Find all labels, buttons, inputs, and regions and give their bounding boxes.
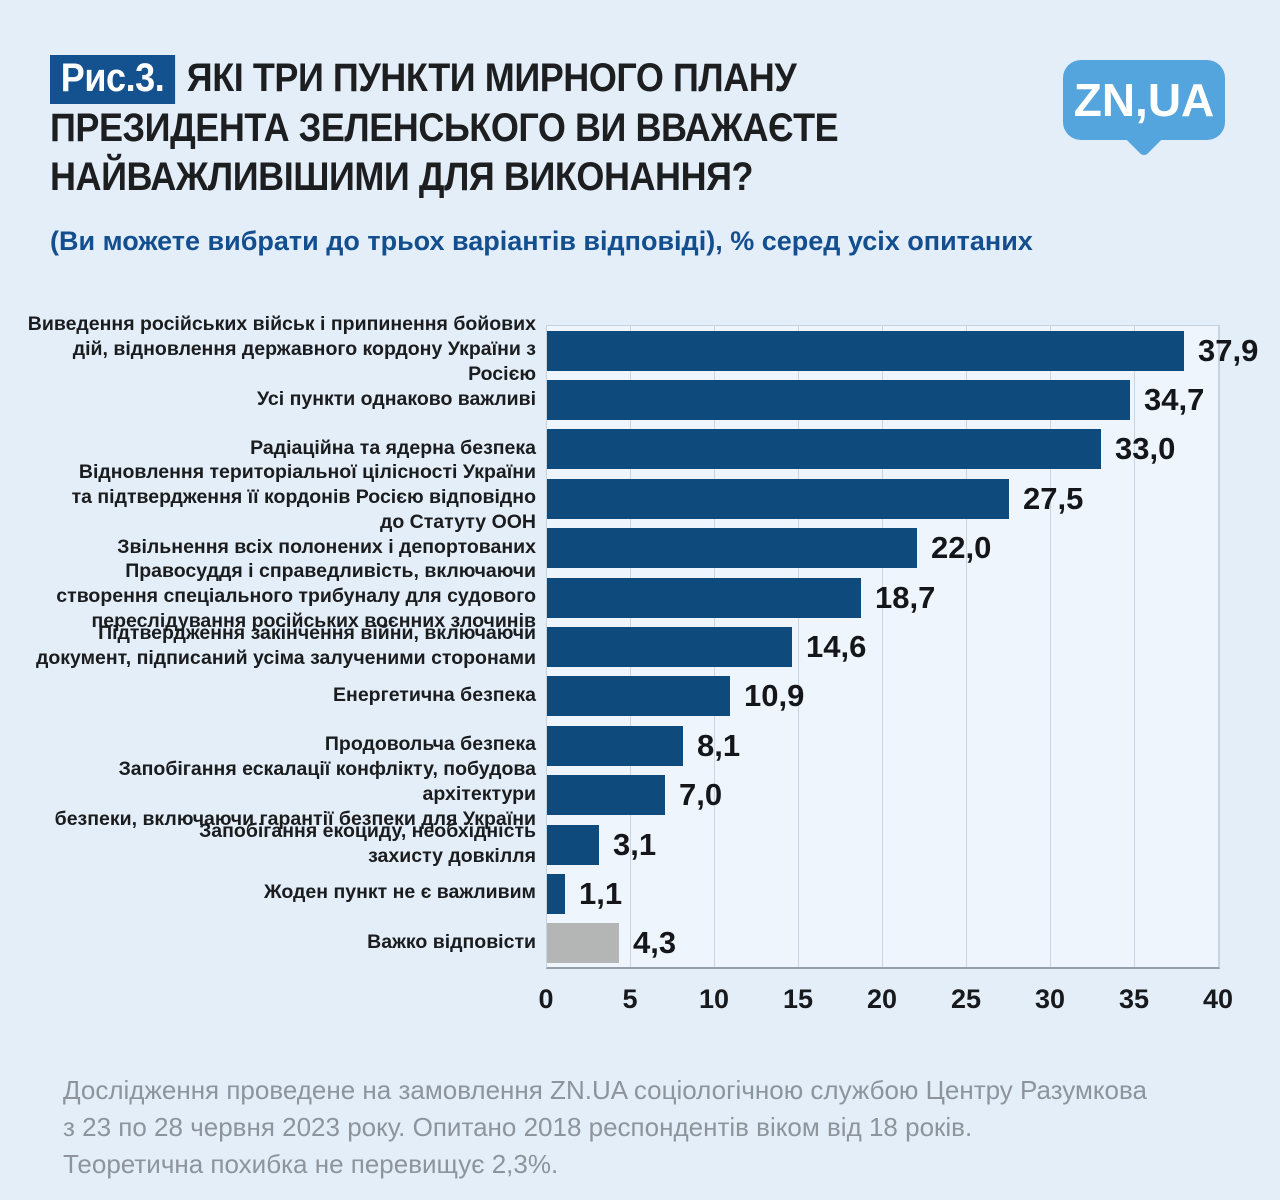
bar: [547, 577, 861, 618]
category-labels: Виведення російських військ і припинення…: [0, 313, 536, 969]
value-label: 3,1: [613, 826, 657, 862]
title-line-1: Рис.3. ЯКІ ТРИ ПУНКТИ МИРНОГО ПЛАНУ: [50, 54, 1040, 104]
category-label: Усі пункти однаково важливі: [256, 387, 536, 410]
plot-area: 37,9 34,7 33,0 27,5 22,0 18,7 14,6 10,9 8,1 7,0 3,…: [546, 325, 1258, 969]
x-tick-label: 10: [698, 984, 730, 1014]
methodology-note: Дослідження проведене на замовлення ZN.U…: [63, 1075, 1147, 1179]
x-tick-label: 5: [622, 984, 638, 1014]
category-label: Запобігання ескалації конфлікту, побудов…: [54, 757, 536, 830]
x-tick-label: 20: [866, 984, 898, 1014]
category-label: Радіаційна та ядерна безпека: [250, 436, 536, 459]
x-axis-tick-labels: 0 5 10 15 20 25 30 35 40: [0, 984, 1280, 1024]
value-label: 7,0: [679, 777, 723, 813]
category-label: Жоден пункт не є важливим: [264, 881, 536, 904]
category-label: Запобігання екоциду, необхідність захист…: [199, 819, 536, 867]
bar: [547, 380, 1130, 421]
bar: [547, 775, 665, 816]
value-label: 14,6: [806, 629, 867, 664]
bar: [547, 923, 619, 964]
value-label: 34,7: [1144, 382, 1205, 418]
value-label: 10,9: [744, 678, 805, 714]
x-tick-label: 15: [782, 984, 814, 1014]
x-tick-label: 25: [950, 984, 982, 1014]
chart-subtitle: (Ви можете вибрати до трьох варіантів ві…: [50, 226, 1033, 256]
bar: [547, 676, 730, 717]
x-tick-label: 35: [1118, 984, 1150, 1014]
bar: [547, 725, 683, 766]
category-label: Виведення російських військ і припинення…: [27, 313, 536, 386]
bar: [547, 627, 792, 667]
bar: [547, 330, 1184, 371]
category-label: Важко відповісти: [367, 930, 536, 953]
title-text-3: НАЙВАЖЛИВІШИМИ ДЛЯ ВИКОНАННЯ?: [50, 155, 754, 199]
category-label: Відновлення територіальної цілісності Ук…: [71, 461, 536, 534]
category-label: Підтвердження закінчення війни, включаюч…: [35, 621, 536, 669]
x-tick-label: 40: [1202, 984, 1234, 1014]
x-tick-label: 0: [538, 984, 554, 1014]
title-text-1: ЯКІ ТРИ ПУНКТИ МИРНОГО ПЛАНУ: [186, 56, 797, 100]
category-label: Продовольча безпека: [324, 733, 536, 756]
value-label: 22,0: [931, 530, 992, 566]
value-label: 27,5: [1023, 480, 1084, 516]
value-label: 4,3: [633, 925, 677, 961]
title-text-2: ПРЕЗИДЕНТА ЗЕЛЕНСЬКОГО ВИ ВВАЖАЄТЕ: [50, 106, 839, 150]
figure-number-badge: Рис.3.: [50, 55, 176, 104]
value-label: 1,1: [579, 875, 623, 911]
logo-text: ZN,UA: [1073, 74, 1215, 126]
page-title: Рис.3. ЯКІ ТРИ ПУНКТИ МИРНОГО ПЛАНУ ПРЕЗИ…: [50, 54, 1040, 202]
value-label: 8,1: [697, 727, 741, 763]
znua-logo: ZN,UA: [1063, 60, 1225, 158]
category-label: Звільнення всіх полонених і депортованих: [117, 535, 536, 558]
bar: [547, 528, 917, 569]
category-label: Енергетична безпека: [333, 683, 536, 706]
x-tick-label: 30: [1034, 984, 1066, 1014]
bar: [547, 429, 1101, 470]
bar: [547, 478, 1009, 519]
value-label: 33,0: [1115, 431, 1176, 467]
bar: [547, 824, 599, 865]
category-label: Правосуддя і справедливість, включаючи с…: [56, 560, 536, 633]
bar: [547, 873, 565, 914]
value-label: 37,9: [1198, 332, 1259, 368]
value-label: 18,7: [875, 579, 936, 615]
